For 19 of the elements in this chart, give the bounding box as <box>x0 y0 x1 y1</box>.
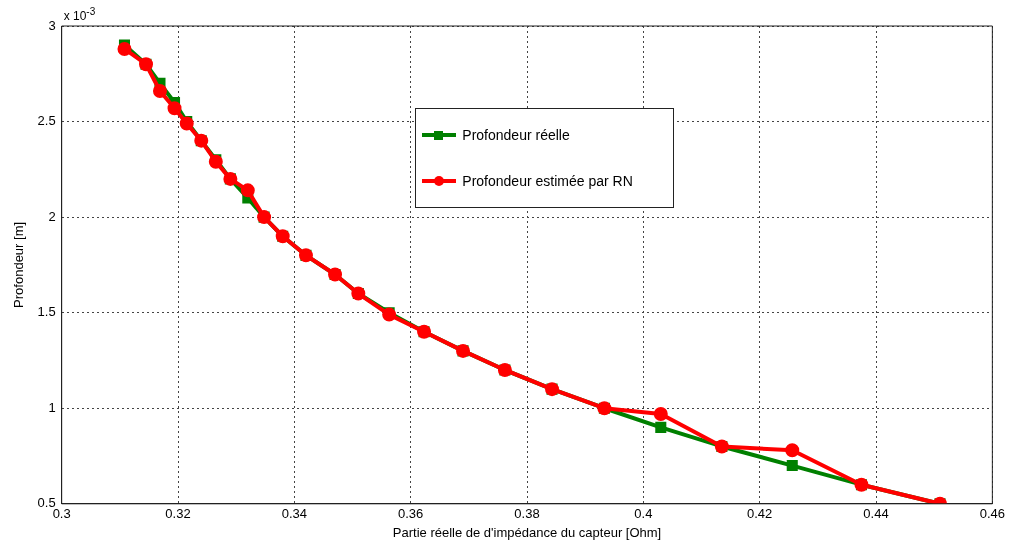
y-tick-label: 2 <box>48 208 56 224</box>
legend-label: Profondeur estimée par RN <box>462 173 633 189</box>
x-tick-label: 0.38 <box>514 506 540 522</box>
y-axis-title: Profondeur [m] <box>11 221 27 308</box>
y-tick-label: 3 <box>48 17 56 33</box>
x-tick-label: 0.32 <box>165 506 191 522</box>
x-tick-label: 0.36 <box>398 506 424 522</box>
x-tick-label: 0.44 <box>863 506 889 522</box>
y-tick-label: 1 <box>48 399 56 415</box>
x-tick-label: 0.3 <box>52 506 71 522</box>
x-axis-title: Partie réelle de d'impédance du capteur [Ohm] <box>392 524 662 540</box>
y-tick-label: 1.5 <box>37 304 56 320</box>
x-tick-label: 0.4 <box>634 506 653 522</box>
x-tick-label: 0.42 <box>747 506 773 522</box>
x-tick-label: 0.34 <box>281 506 307 522</box>
text: x 10$^{-3}$ <box>63 6 96 23</box>
x-tick-label: 0.46 <box>979 506 1006 522</box>
y-tick-label: 2.5 <box>37 113 56 129</box>
legend-label: Profondeur réelle <box>462 127 570 143</box>
